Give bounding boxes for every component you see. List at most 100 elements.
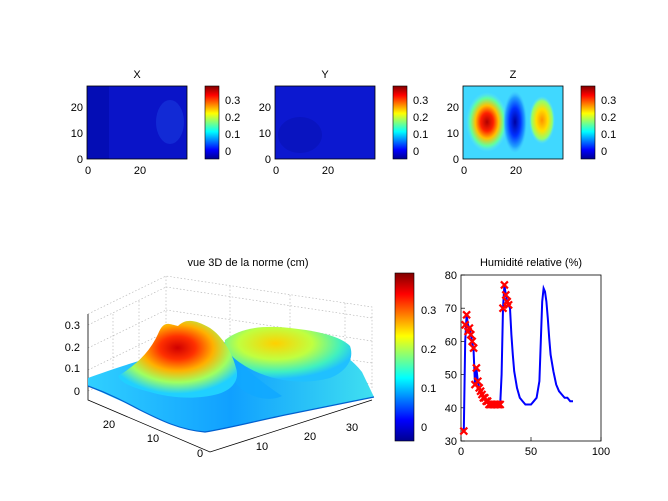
colorbar-tick-label: 0.1 [421, 383, 436, 395]
humidity-yticks: 30 40 50 60 70 80 [445, 270, 465, 448]
panel-x-xtick-label: 0 [85, 165, 91, 177]
colorbar-tick-label: 0 [225, 146, 231, 158]
panel-x-xtick-label: 20 [134, 165, 146, 177]
panel-z-ytick-label: 10 [447, 128, 459, 140]
panel-y-colorbar [392, 85, 408, 160]
panel-y-ytick-label: 10 [259, 128, 271, 140]
humidity-marker-point [467, 337, 477, 346]
panel-z-title: Z [510, 69, 517, 81]
colorbar-tick-label: 0 [413, 146, 419, 158]
panel-z: Z 0 10 20 0 20 0 0.1 0.2 0.3 [447, 69, 617, 177]
surface-colorbar [394, 272, 415, 442]
panel-x-field-shade [87, 86, 109, 159]
surface-ztick-label: 0.2 [65, 342, 80, 354]
surface-ztick-label: 0.1 [65, 363, 80, 375]
panel-x: X 0 10 20 0 20 0 0.1 0.2 0.3 [71, 69, 241, 177]
panel-z-frame [462, 85, 564, 160]
panel-z-peak-yellow [529, 96, 555, 144]
colorbar-tick-label: 0.2 [601, 112, 616, 124]
colorbar-tick-label: 0.2 [413, 112, 428, 124]
surface-xtick-label: 30 [346, 422, 358, 434]
panel-y-xtick-label: 0 [273, 165, 279, 177]
humidity-marker-point [501, 290, 511, 300]
panel-y-colorbar-ticks: 0 0.1 0.2 0.3 [413, 95, 428, 158]
humidity-marker-point [504, 300, 513, 310]
humidity-marker-point [459, 426, 469, 436]
colorbar-tick-label: 0.1 [601, 129, 616, 141]
panel-y-field-shade [278, 117, 322, 153]
surface-xtick-label: 10 [256, 441, 268, 453]
surface-valley [222, 348, 282, 399]
colorbar-tick-label: 0.1 [413, 129, 428, 141]
panel-y-ytick-label: 0 [265, 154, 271, 166]
panel-x-ytick-label: 10 [71, 128, 83, 140]
humidity-marker-point [498, 303, 508, 313]
humidity-markers [459, 280, 513, 436]
humidity-ytick-label: 80 [445, 270, 457, 282]
humidity-ytick-label: 70 [445, 303, 457, 315]
panel-x-yticks: 0 10 20 [71, 102, 83, 166]
panel-z-colorbar-ticks: 0 0.1 0.2 0.3 [601, 95, 616, 158]
surface-z-ticks: 0 0.1 0.2 0.3 [65, 320, 80, 398]
colorbar-tick-label: 0.3 [225, 95, 240, 107]
panel-z-yticks: 0 10 20 [447, 102, 459, 166]
panel-y-yticks: 0 10 20 [259, 102, 271, 166]
surface-colorbar-ticks: 0 0.1 0.2 0.3 [421, 305, 436, 434]
colorbar-tick-label: 0.2 [421, 344, 436, 356]
colorbar-tick-label: 0 [601, 146, 607, 158]
surface-xtick-label: 20 [304, 431, 316, 443]
humidity-xtick-label: 0 [458, 446, 464, 458]
panel-x-ytick-label: 20 [71, 102, 83, 114]
panel-x-frame [86, 85, 188, 160]
panel-y: Y 0 10 20 0 20 0 0.1 0.2 0.3 [259, 69, 429, 177]
colorbar-tick-label: 0.2 [225, 112, 240, 124]
surface-ytick-label: 20 [103, 419, 115, 431]
humidity-panel: Humidité relative (%) 30 40 50 60 70 80 0 50 10… [445, 257, 610, 458]
humidity-ytick-label: 30 [445, 436, 457, 448]
colorbar-tick-label: 0.1 [225, 129, 240, 141]
surface-ytick-label: 0 [197, 448, 203, 460]
humidity-marker-point [473, 376, 483, 386]
surface-ridge-right [224, 326, 352, 382]
panel-z-colorbar [580, 85, 596, 160]
panel-z-ytick-label: 0 [453, 154, 459, 166]
panel-y-xtick-label: 20 [322, 165, 334, 177]
panel-z-trough-blue [503, 91, 527, 153]
panel-x-title: X [133, 69, 141, 81]
surface-y-ticks: 20 10 0 [103, 419, 203, 460]
surface-axis-lines [87, 314, 373, 453]
humidity-marker-point [495, 400, 505, 409]
humidity-ytick-label: 60 [445, 336, 457, 348]
panel-x-xticks: 0 20 [85, 165, 146, 177]
panel-z-xticks: 0 20 [461, 165, 522, 177]
humidity-xtick-label: 100 [592, 446, 610, 458]
humidity-frame [460, 274, 602, 442]
panel-x-ytick-label: 0 [77, 154, 83, 166]
humidity-xticks: 0 50 100 [458, 437, 610, 458]
surface-ytick-label: 10 [147, 433, 159, 445]
panel-y-frame [274, 85, 376, 160]
colorbar-tick-label: 0.3 [421, 305, 436, 317]
humidity-series-line [462, 284, 573, 432]
humidity-marker-point [469, 343, 478, 353]
surface-x-ticks: 10 20 30 [256, 422, 358, 453]
humidity-ytick-label: 40 [445, 403, 457, 415]
colorbar-tick-label: 0.3 [413, 95, 428, 107]
surface-ztick-label: 0.3 [65, 320, 80, 332]
panel-z-peak-red [466, 92, 508, 152]
humidity-ytick-label: 50 [445, 370, 457, 382]
humidity-marker-point [465, 323, 474, 333]
humidity-marker-point [462, 310, 471, 320]
surface-peak-left [118, 320, 238, 398]
panel-z-xtick-label: 20 [510, 165, 522, 177]
panel-x-field-light [156, 100, 184, 144]
panel-y-xticks: 0 20 [273, 165, 334, 177]
surface-front-edge [87, 385, 375, 433]
panel-z-xtick-label: 0 [461, 165, 467, 177]
panel-y-title: Y [321, 69, 329, 81]
surface-title: vue 3D de la norme (cm) [187, 257, 308, 269]
humidity-title: Humidité relative (%) [480, 257, 582, 269]
panel-x-colorbar [204, 85, 220, 160]
panel-x-colorbar-ticks: 0 0.1 0.2 0.3 [225, 95, 240, 158]
